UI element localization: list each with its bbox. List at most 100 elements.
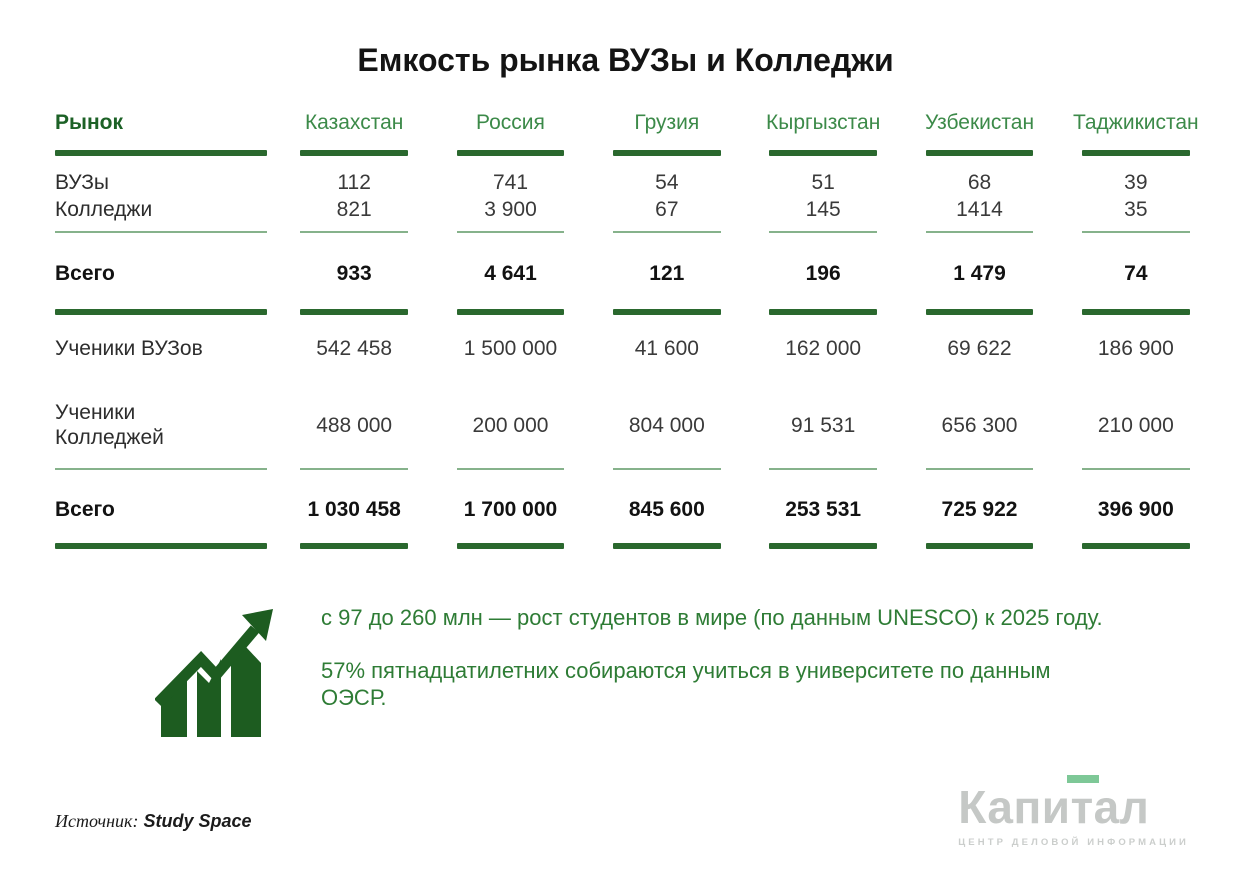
divider-bar	[456, 309, 565, 315]
cell-value: 4 641	[484, 262, 537, 285]
thin-divider	[456, 467, 565, 470]
column-header-russia: Россия	[476, 111, 545, 134]
bottom-divider-row	[55, 542, 1205, 549]
thin-divider	[300, 231, 409, 233]
cell-value: 1 479	[953, 262, 1006, 285]
row-label: Ученики Колледжей	[55, 401, 164, 449]
column-header-tajikistan: Таджикистан	[1072, 111, 1199, 134]
header-divider-row	[55, 150, 1205, 156]
row-label: Колледжи	[55, 198, 153, 221]
cell-value: 1414	[956, 198, 1003, 221]
thin-divider	[456, 231, 565, 233]
cell-value: 821	[336, 198, 372, 221]
cell-value: 253 531	[785, 497, 862, 521]
logo-text-part: ал	[1093, 781, 1150, 833]
market-capacity-table: Рынок Казахстан Россия Грузия Кыргызстан…	[55, 111, 1205, 549]
cell-value: 67	[655, 198, 679, 221]
cell-value: 54	[655, 171, 679, 194]
cell-value: 196	[805, 262, 841, 285]
cell-value: 1 500 000	[463, 337, 558, 360]
cell-value: 186 900	[1097, 337, 1174, 360]
cell-value: 200 000	[472, 413, 549, 437]
row-label: Всего	[55, 497, 115, 521]
divider-bar	[456, 150, 565, 156]
divider-bar	[925, 309, 1034, 315]
cell-value: 51	[811, 171, 835, 194]
table-row-total-students: Всего 1 030 458 1 700 000 845 600 253 53…	[55, 498, 1205, 522]
column-header-kazakhstan: Казахстан	[304, 111, 404, 134]
cell-value: 741	[492, 171, 529, 194]
row-label: Всего	[55, 262, 115, 285]
logo-text-part: Капи	[958, 781, 1071, 833]
divider-bar	[612, 542, 721, 549]
divider-bar	[612, 150, 721, 156]
column-header-georgia: Грузия	[634, 111, 700, 134]
cell-value: 656 300	[941, 413, 1018, 437]
source-value: Study Space	[143, 811, 252, 831]
source-line: Источник: Study Space	[55, 811, 252, 832]
thin-divider	[925, 467, 1034, 470]
cell-value: 68	[967, 171, 992, 194]
divider-bar	[769, 309, 878, 315]
cell-value: 112	[337, 171, 371, 194]
notes-text-block: с 97 до 260 млн — рост студентов в мире …	[321, 599, 1121, 712]
cell-value: 725 922	[941, 497, 1018, 521]
source-label: Источник:	[55, 811, 139, 831]
divider-bar	[300, 150, 409, 156]
logo-accent-letter: т	[1066, 775, 1099, 833]
cell-value: 39	[1124, 171, 1148, 194]
divider-bar	[55, 542, 267, 549]
cell-value: 121	[649, 262, 685, 285]
column-header-uzbekistan: Узбекистан	[924, 111, 1035, 134]
cell-value: 845 600	[628, 497, 705, 521]
thin-divider	[1081, 231, 1190, 233]
thin-divider	[1081, 467, 1190, 470]
thin-divider	[612, 231, 721, 233]
divider-bar	[769, 542, 878, 549]
note-oecd: 57% пятнадцатилетних собираются учиться …	[321, 658, 1051, 711]
column-header-kyrgyzstan: Кыргызстан	[766, 111, 881, 134]
cell-value: 1 030 458	[307, 497, 401, 521]
divider-bar	[300, 309, 409, 315]
cell-value: 145	[805, 198, 841, 221]
note-unesco: с 97 до 260 млн — рост студентов в мире …	[321, 604, 1103, 630]
cell-value: 162 000	[785, 337, 862, 360]
thin-divider-row	[55, 467, 1205, 470]
cell-value: 933	[336, 262, 372, 285]
divider-bar	[55, 150, 267, 156]
cell-value: 41 600	[634, 337, 699, 360]
divider-bar	[1081, 542, 1190, 549]
kapital-logo-wordmark: Капитал	[958, 775, 1189, 833]
divider-bar	[55, 309, 267, 315]
row-label: ВУЗы	[55, 171, 109, 194]
cell-value: 69 622	[947, 337, 1012, 360]
thin-divider	[925, 231, 1034, 233]
divider-bar	[1081, 309, 1190, 315]
cell-value: 488 000	[316, 413, 393, 437]
table-row-kolledzhi: Колледжи 821 3 900 67 145 1414 35	[55, 198, 1205, 222]
page-title: Емкость рынка ВУЗы и Колледжи	[357, 42, 894, 78]
cell-value: 396 900	[1097, 497, 1174, 521]
kapital-logo-tagline: ЦЕНТР ДЕЛОВОЙ ИНФОРМАЦИИ	[958, 837, 1189, 848]
thin-divider	[55, 467, 267, 470]
table-row-college-students: Ученики Колледжей 488 000 200 000 804 00…	[55, 401, 1205, 451]
kapital-logo: Капитал ЦЕНТР ДЕЛОВОЙ ИНФОРМАЦИИ	[958, 775, 1189, 848]
divider-bar	[925, 150, 1034, 156]
cell-value: 804 000	[628, 413, 705, 437]
table-row-total-institutions: Всего 933 4 641 121 196 1 479 74	[55, 262, 1205, 286]
cell-value: 3 900	[484, 198, 537, 221]
notes-section: с 97 до 260 млн — рост студентов в мире …	[154, 599, 1251, 742]
divider-bar	[300, 542, 409, 549]
row-label: Ученики ВУЗов	[55, 337, 203, 360]
thin-divider	[769, 467, 878, 470]
divider-bar	[612, 309, 721, 315]
thin-divider	[55, 231, 267, 233]
cell-value: 35	[1124, 198, 1148, 221]
thin-divider-row	[55, 231, 1205, 233]
table-header-row: Рынок Казахстан Россия Грузия Кыргызстан…	[55, 111, 1205, 135]
divider-bar	[456, 542, 565, 549]
divider-bar	[769, 150, 878, 156]
divider-bar	[1081, 150, 1190, 156]
thin-divider	[769, 231, 878, 233]
growth-chart-icon	[154, 599, 277, 742]
